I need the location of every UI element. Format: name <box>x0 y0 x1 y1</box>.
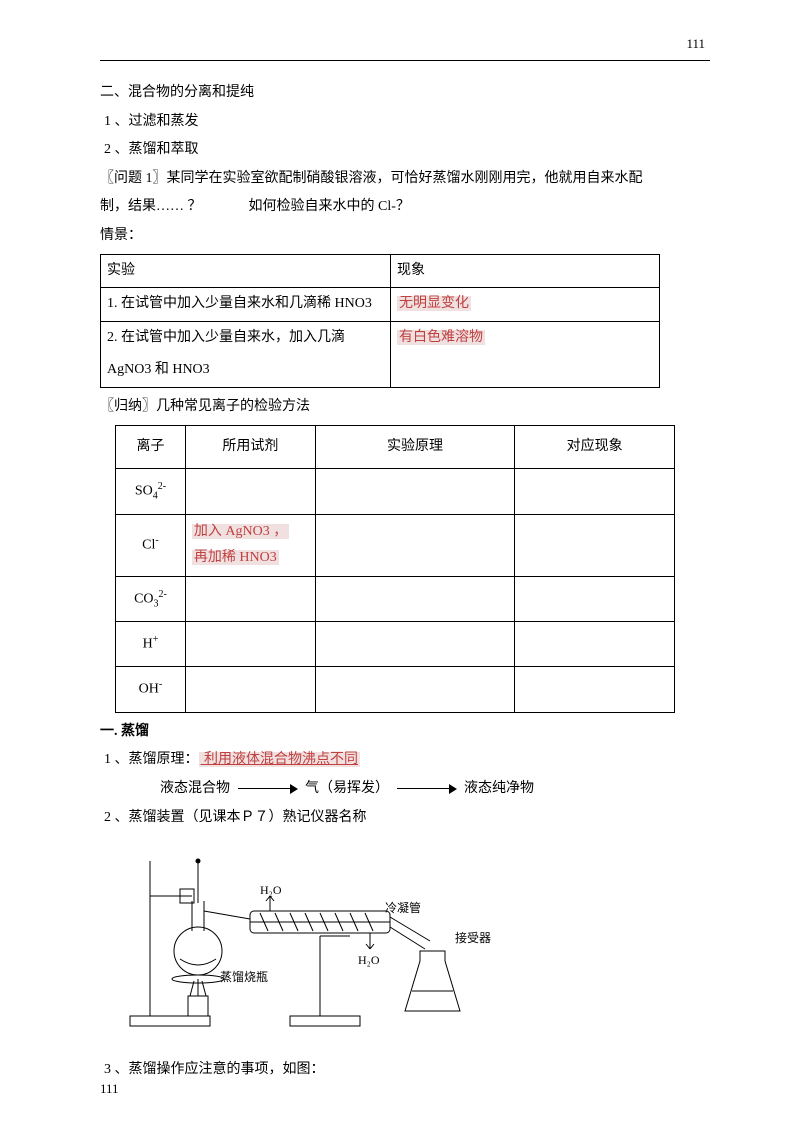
q1-result: 制，结果…… ？ <box>100 199 202 214</box>
flow-a: 液态混合物 <box>160 781 230 796</box>
t2-oh-principle <box>315 667 515 712</box>
t1-r1-phen: 无明显变化 <box>391 288 660 322</box>
flow-c: 液态纯净物 <box>464 781 534 796</box>
distill-p2: 2 、蒸馏装置（见课本Ｐ７）熟记仪器名称 <box>104 805 710 832</box>
t2-co3-reagent <box>185 576 315 621</box>
summary-label: 〖归纳〗几种常见离子的检验方法 <box>100 394 710 421</box>
question1-line2: 制，结果…… ？ 如何检验自来水中的 Cl-？ <box>100 194 710 221</box>
t2-so4-principle <box>315 469 515 514</box>
distillation-svg <box>120 841 510 1041</box>
t2-oh-phenom <box>515 667 675 712</box>
distill-principle: 1 、蒸馏原理： 利用液体混合物沸点不同 <box>104 747 710 774</box>
t2-co3-principle <box>315 576 515 621</box>
t2-co3-phenom <box>515 576 675 621</box>
t2-h-phenom <box>515 622 675 667</box>
situation-label: 情景： <box>100 223 710 250</box>
t2-h-reagent-cell <box>185 622 315 667</box>
t2-so4-phenom <box>515 469 675 514</box>
experiment-table: 实验 现象 1. 在试管中加入少量自来水和几滴稀 HNO3 无明显变化 2. 在… <box>100 254 660 388</box>
t2-ion-h: H+ <box>116 622 186 667</box>
t1-r2-exp-b: AgNO3 和 HNO3 <box>101 354 391 387</box>
t1-r1-phen-text: 无明显变化 <box>397 296 471 311</box>
t2-ion-cl: Cl- <box>116 514 186 576</box>
t1-r2-exp-a: 2. 在试管中加入少量自来水，加入几滴 <box>101 321 391 354</box>
t2-ion-co3: CO32- <box>116 576 186 621</box>
point-1: 1 、过滤和蒸发 <box>104 109 710 136</box>
arrow-icon <box>238 784 298 794</box>
distill-p1-prefix: 1 、蒸馏原理： <box>104 752 199 767</box>
t2-cl-reagent-2: 再加稀 HNO3 <box>192 550 279 565</box>
label-h2o-in: H₂O <box>260 879 282 902</box>
page-number-bottom: 111 <box>100 1077 119 1102</box>
distill-p1-underline: 利用液体混合物沸点不同 <box>199 752 361 767</box>
point-2: 2 、蒸馏和萃取 <box>104 137 710 164</box>
label-h2o-out: H₂O <box>358 949 380 972</box>
label-receiver: 接受器 <box>455 927 491 950</box>
t1-r1-exp: 1. 在试管中加入少量自来水和几滴稀 HNO3 <box>101 288 391 322</box>
section-heading: 二、混合物的分离和提纯 <box>100 80 710 107</box>
distill-title: 一. 蒸馏 <box>100 719 710 746</box>
t2-h-principle: 实验原理 <box>315 425 515 469</box>
q1-ask: 如何检验自来水中的 Cl-？ <box>249 199 410 214</box>
t2-cl-phenom <box>515 514 675 576</box>
t2-cl-reagent: 加入 AgNO3 ， 再加稀 HNO3 <box>185 514 315 576</box>
page-number-top: 111 <box>686 32 705 57</box>
t2-h-ion: 离子 <box>116 425 186 469</box>
t2-oh-reagent <box>185 667 315 712</box>
ion-test-table: 离子 所用试剂 实验原理 对应现象 SO42- Cl- 加入 AgNO3 ， 再… <box>115 425 675 713</box>
t1-r2-phen: 有白色难溶物 <box>391 321 660 354</box>
t2-ion-so4: SO42- <box>116 469 186 514</box>
label-condenser: 冷凝管 <box>385 897 421 920</box>
t2-cl-reagent-1: 加入 AgNO3 ， <box>192 524 289 539</box>
t2-h-reagent: 所用试剂 <box>185 425 315 469</box>
distillation-diagram: H₂O H₂O 冷凝管 接受器 蒸馏烧瓶 <box>120 841 510 1041</box>
t2-h-principle <box>315 622 515 667</box>
label-flask: 蒸馏烧瓶 <box>220 966 268 989</box>
t2-cl-principle <box>315 514 515 576</box>
arrow-icon <box>397 784 457 794</box>
t1-header-phenomenon: 现象 <box>391 254 660 288</box>
question1-line1: 〖问题 1〗某同学在实验室欲配制硝酸银溶液，可恰好蒸馏水刚刚用完，他就用自来水配 <box>100 166 710 193</box>
document-body: 二、混合物的分离和提纯 1 、过滤和蒸发 2 、蒸馏和萃取 〖问题 1〗某同学在… <box>100 80 710 1084</box>
t1-header-experiment: 实验 <box>101 254 391 288</box>
t2-h-phenomenon: 对应现象 <box>515 425 675 469</box>
top-rule <box>100 60 710 61</box>
t2-so4-reagent <box>185 469 315 514</box>
distill-p3: 3 、蒸馏操作应注意的事项，如图： <box>104 1057 710 1084</box>
distill-flow: 液态混合物 气（易挥发） 液态纯净物 <box>160 776 710 803</box>
flow-b: 气（易挥发） <box>305 781 389 796</box>
t1-r2-phen-empty <box>391 354 660 387</box>
t1-r2-phen-text: 有白色难溶物 <box>397 330 485 345</box>
t2-ion-oh: OH- <box>116 667 186 712</box>
